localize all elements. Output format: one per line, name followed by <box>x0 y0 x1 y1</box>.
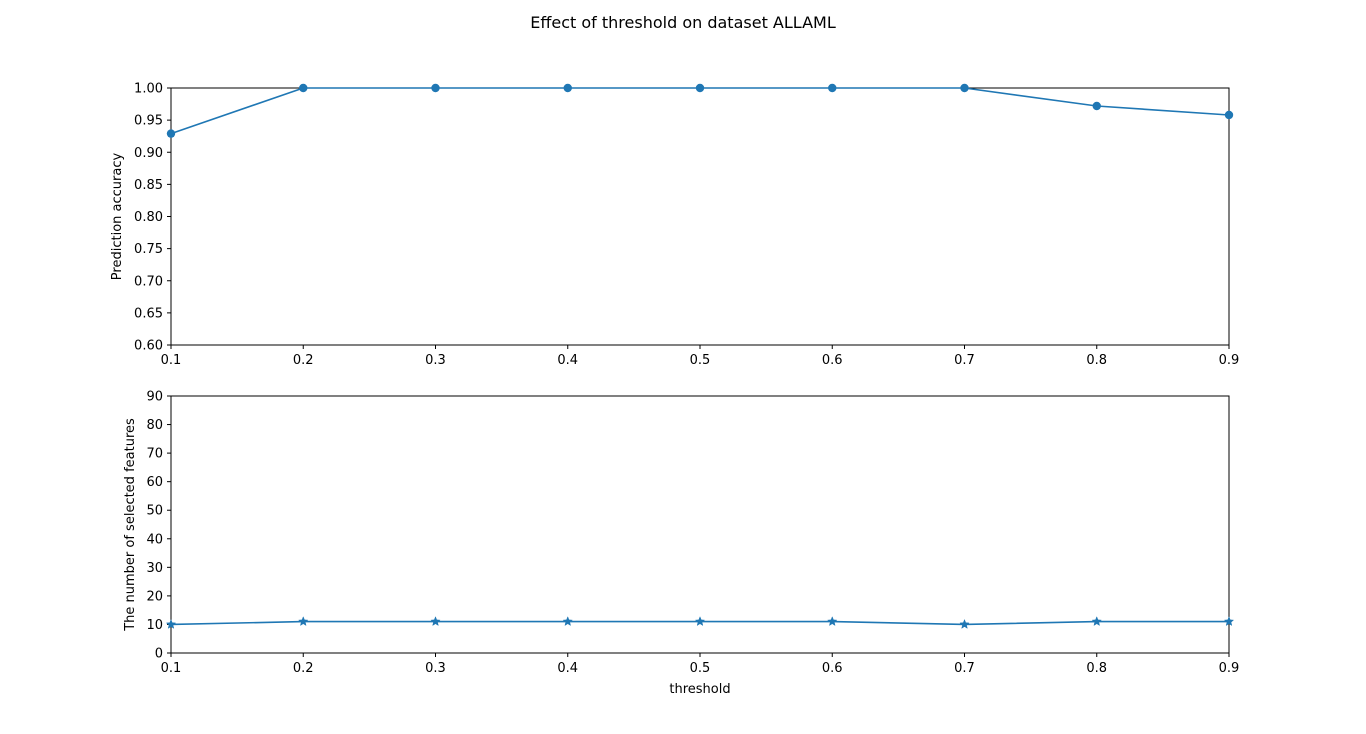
x-tick-label: 0.4 <box>557 353 578 368</box>
x-tick-label: 0.2 <box>293 353 314 368</box>
x-tick-label: 0.8 <box>1086 353 1107 368</box>
y-tick-label: 20 <box>146 589 163 604</box>
x-tick-label: 0.9 <box>1219 353 1240 368</box>
y-tick-label: 10 <box>146 618 163 633</box>
accuracy-chart: 0.1 0.2 0.3 0.4 0.5 0.6 0.7 0.8 0.9 0.60 0.65 0.70 0… <box>110 82 1239 369</box>
y-tick-label: 0 <box>155 647 163 662</box>
y-tick-label: 0.85 <box>134 178 163 193</box>
y-tick-label: 0.70 <box>134 274 163 289</box>
y-tick-label: 1.00 <box>134 82 163 97</box>
y-tick-label: 0.95 <box>134 114 163 129</box>
data-point <box>166 129 176 138</box>
data-point-star <box>562 616 573 627</box>
x-tick-label: 0.2 <box>293 661 314 676</box>
y-tick-label: 30 <box>146 561 163 576</box>
data-point-star <box>165 618 177 629</box>
y-tick-label: 60 <box>146 475 163 490</box>
x-tick-label: 0.1 <box>161 661 182 676</box>
y-tick-label: 40 <box>146 532 163 547</box>
data-point <box>299 83 308 93</box>
data-point <box>695 83 705 93</box>
x-tick-label: 0.8 <box>1086 661 1107 676</box>
x-axis-label: threshold <box>669 682 730 697</box>
x-tick-label: 0.5 <box>690 661 711 676</box>
y-axis-label: Prediction accuracy <box>110 153 125 281</box>
y-tick-label: 0.60 <box>134 339 163 354</box>
data-point <box>1224 110 1234 120</box>
y-tick-label: 0.65 <box>134 306 163 321</box>
x-tick-label: 0.1 <box>161 353 182 368</box>
x-tick-label: 0.6 <box>822 353 843 368</box>
data-point <box>828 83 837 93</box>
y-tick-label: 0.90 <box>134 146 163 161</box>
data-point <box>960 83 969 93</box>
data-point-star <box>1091 616 1102 627</box>
y-tick-label: 50 <box>146 504 163 519</box>
x-tick-label: 0.7 <box>954 661 975 676</box>
y-tick-label: 70 <box>146 447 163 462</box>
data-point-star <box>298 616 309 627</box>
y-tick-label: 0.80 <box>134 210 163 225</box>
selected-features-chart: 0.1 0.2 0.3 0.4 0.5 0.6 0.7 0.8 0.9 0 10 20 30 40 50 60… <box>123 390 1239 698</box>
y-axis-label: The number of selected features <box>123 418 138 632</box>
data-point-star <box>694 616 706 627</box>
y-tick-label: 80 <box>146 418 163 433</box>
y-tick-label: 0.75 <box>134 242 163 257</box>
x-tick-label: 0.6 <box>822 661 843 676</box>
x-tick-label: 0.5 <box>690 353 711 368</box>
x-tick-label: 0.3 <box>425 661 446 676</box>
x-tick-label: 0.4 <box>557 661 578 676</box>
data-point-star <box>827 616 838 627</box>
data-point-star <box>959 618 970 629</box>
data-point-star <box>1223 616 1235 627</box>
data-point <box>431 83 440 93</box>
x-tick-label: 0.7 <box>954 353 975 368</box>
data-point-star <box>430 616 441 627</box>
data-point <box>563 83 572 93</box>
data-point <box>1092 101 1101 111</box>
y-tick-label: 90 <box>146 390 163 405</box>
x-tick-label: 0.3 <box>425 353 446 368</box>
x-tick-label: 0.9 <box>1219 661 1240 676</box>
figure-title: Effect of threshold on dataset ALLAML <box>530 13 836 32</box>
